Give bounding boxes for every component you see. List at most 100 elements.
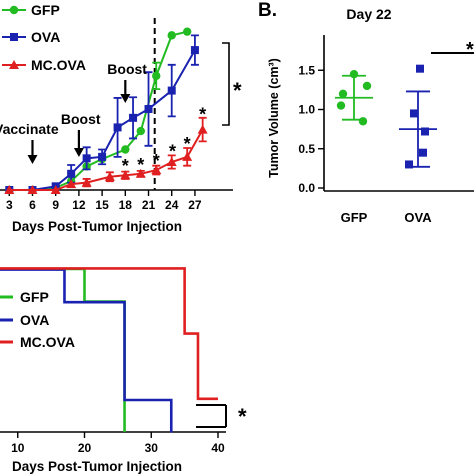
growth-point-mcova bbox=[135, 168, 146, 178]
survival-x-axis-label: Days Post-Tumor Injection bbox=[12, 459, 182, 474]
growth-point-mcova bbox=[166, 157, 177, 167]
survival-curve-mcova bbox=[0, 267, 218, 401]
growth-point-mcova bbox=[182, 151, 193, 161]
survival-x-ticks: 10 20 30 40 bbox=[11, 432, 225, 455]
growth-point-ova bbox=[98, 152, 107, 161]
day22-y-tick-label: 0.5 bbox=[298, 142, 315, 156]
day22-point-ova bbox=[405, 160, 413, 169]
growth-point-ova bbox=[190, 46, 199, 55]
survival-significance-bracket bbox=[196, 404, 227, 428]
day22-point-ova bbox=[416, 64, 424, 73]
day22-y-axis-label: Tumor Volume (cm³) bbox=[267, 58, 281, 178]
growth-legend: GFP OVA MC.OVA bbox=[2, 2, 86, 73]
legend-marker-mcova bbox=[9, 60, 19, 69]
growth-point-gfp bbox=[167, 31, 176, 40]
day22-category-ova: OVA bbox=[404, 210, 432, 225]
day22-bracket-star: * bbox=[466, 39, 474, 61]
growth-point-mcova bbox=[104, 171, 115, 181]
growth-point-mcova bbox=[4, 185, 15, 194]
legend-item-gfp: GFP bbox=[2, 2, 60, 18]
growth-point-mcova bbox=[50, 185, 61, 194]
survival-curve-gfp bbox=[0, 267, 126, 432]
annotation-label: Boost bbox=[61, 111, 101, 127]
survival-legend-item-gfp: GFP bbox=[0, 289, 49, 305]
annotation-label: Vaccinate bbox=[0, 121, 59, 137]
legend-marker-gfp bbox=[9, 5, 19, 15]
growth-point-mcova bbox=[120, 170, 131, 180]
day22-point-gfp bbox=[336, 101, 346, 110]
legend-label-mcova: MC.OVA bbox=[31, 57, 86, 73]
survival-legend-item-mcova: MC.OVA bbox=[0, 334, 75, 350]
growth-x-tick-label: 15 bbox=[95, 198, 109, 212]
survival-bracket-star: * bbox=[238, 404, 247, 429]
growth-point-ova bbox=[67, 169, 76, 178]
growth-x-tick-label: 9 bbox=[52, 198, 59, 212]
day22-point-ova bbox=[421, 127, 429, 136]
growth-point-mcova bbox=[151, 165, 162, 175]
growth-bracket-star: * bbox=[233, 78, 242, 103]
growth-point-mcova bbox=[27, 185, 38, 194]
survival-legend: GFP OVA MC.OVA bbox=[0, 289, 75, 350]
survival-legend-label-gfp: GFP bbox=[20, 289, 49, 305]
growth-series bbox=[4, 27, 208, 195]
survival-x-tick-label: 10 bbox=[11, 441, 25, 455]
growth-point-ova bbox=[129, 113, 138, 122]
day22-category-gfp: GFP bbox=[341, 210, 368, 225]
panel-label-b: B. bbox=[258, 0, 277, 21]
growth-line-mcova bbox=[9, 129, 204, 191]
survival-chart: 10 20 30 40 GFP OVA MC.OVA * Days Post-Tumo… bbox=[0, 267, 247, 474]
growth-point-gfp bbox=[136, 126, 145, 136]
growth-point-ova bbox=[113, 123, 122, 132]
growth-point-gfp bbox=[121, 145, 130, 154]
growth-x-tick-label: 12 bbox=[72, 198, 86, 212]
growth-x-tick-label: 18 bbox=[119, 198, 133, 212]
annotation-arrow-head bbox=[73, 148, 84, 157]
growth-x-tick-label: 3 bbox=[6, 198, 13, 212]
day22-point-gfp bbox=[358, 117, 368, 126]
day22-y-tick-label: 1.5 bbox=[298, 63, 315, 77]
significance-star: * bbox=[169, 142, 176, 162]
annotation-arrow-head bbox=[27, 155, 38, 164]
day22-y-tick-label: 0.0 bbox=[298, 181, 315, 195]
significance-star: * bbox=[184, 134, 191, 154]
day22-points bbox=[335, 64, 437, 169]
day22-scatter-chart: B. Day 22 Tumor Volume (cm³) 0.0 0.5 1.0 1.… bbox=[258, 0, 474, 225]
growth-x-tick-label: 24 bbox=[165, 198, 179, 212]
significance-star: * bbox=[137, 155, 144, 175]
growth-point-mcova bbox=[66, 179, 77, 189]
growth-x-axis-label: Days Post-Tumor Injection bbox=[12, 219, 182, 234]
day22-title: Day 22 bbox=[346, 6, 391, 22]
legend-label-gfp: GFP bbox=[31, 2, 60, 18]
significance-star: * bbox=[153, 151, 160, 171]
growth-x-tick-label: 6 bbox=[29, 198, 36, 212]
legend-item-ova: OVA bbox=[2, 29, 60, 45]
day22-point-ova bbox=[419, 148, 427, 157]
survival-series bbox=[0, 267, 218, 433]
significance-star: * bbox=[122, 156, 129, 176]
survival-x-tick-label: 40 bbox=[211, 441, 225, 455]
survival-x-tick-label: 30 bbox=[145, 441, 159, 455]
legend-marker-ova bbox=[10, 33, 18, 41]
growth-point-gfp bbox=[152, 71, 161, 81]
growth-x-ticks: 3 6 9 12 15 18 21 24 27 bbox=[6, 190, 202, 212]
annotation-arrow-head bbox=[120, 94, 131, 103]
growth-point-ova bbox=[167, 86, 176, 95]
annotation-label: Boost bbox=[107, 61, 147, 77]
survival-legend-label-ova: OVA bbox=[20, 312, 49, 328]
day22-sd-bar bbox=[406, 90, 430, 168]
day22-group-gfp bbox=[335, 69, 373, 126]
growth-series-mcova bbox=[4, 116, 208, 194]
growth-point-ova bbox=[82, 154, 91, 163]
growth-point-ova bbox=[144, 105, 153, 113]
day22-point-gfp bbox=[338, 89, 348, 99]
legend-label-ova: OVA bbox=[31, 29, 60, 45]
day22-y-ticks: 0.0 0.5 1.0 1.5 bbox=[298, 63, 324, 195]
day22-group-ova bbox=[399, 64, 437, 169]
legend-item-mcova: MC.OVA bbox=[2, 57, 86, 73]
significance-star: * bbox=[199, 105, 206, 125]
growth-significance-marks: * * * * * * bbox=[122, 105, 206, 177]
growth-significance-bracket bbox=[222, 42, 230, 126]
